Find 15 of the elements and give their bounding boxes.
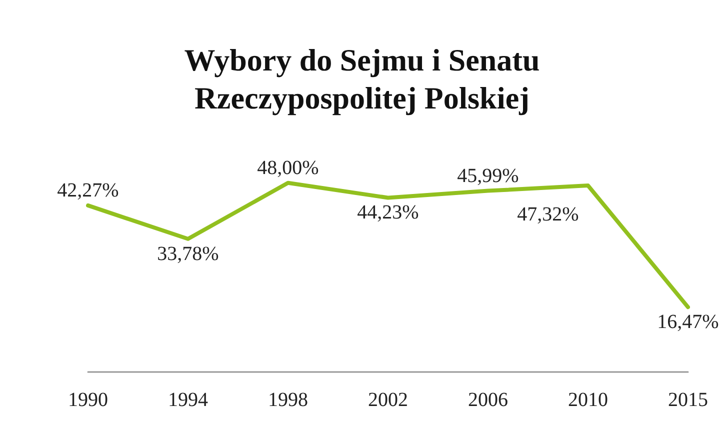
x-tick-label: 1990 xyxy=(68,389,108,411)
data-label: 42,27% xyxy=(57,179,119,202)
data-label: 44,23% xyxy=(357,202,419,224)
data-label: 16,47% xyxy=(657,311,719,334)
data-label: 48,00% xyxy=(257,156,319,179)
data-label: 47,32% xyxy=(517,204,579,226)
x-tick-label: 2015 xyxy=(668,389,708,411)
x-tick-label: 1994 xyxy=(168,389,208,411)
x-tick-label: 2002 xyxy=(368,389,408,411)
data-label: 33,78% xyxy=(157,242,219,265)
x-tick-label: 2010 xyxy=(568,389,608,411)
chart-title: Wybory do Sejmu i Senatu Rzeczypospolitej Polskiej xyxy=(184,42,540,116)
x-tick-label: 1998 xyxy=(268,389,308,411)
data-label: 45,99% xyxy=(457,164,519,187)
x-tick-label: 2006 xyxy=(468,389,508,411)
